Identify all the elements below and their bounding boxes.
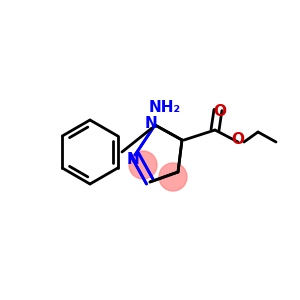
Text: N: N	[127, 152, 140, 166]
Text: NH₂: NH₂	[149, 100, 181, 115]
Circle shape	[129, 151, 157, 179]
Text: O: O	[232, 133, 244, 148]
Text: O: O	[214, 104, 226, 119]
Text: N: N	[145, 116, 158, 130]
Circle shape	[159, 163, 187, 191]
